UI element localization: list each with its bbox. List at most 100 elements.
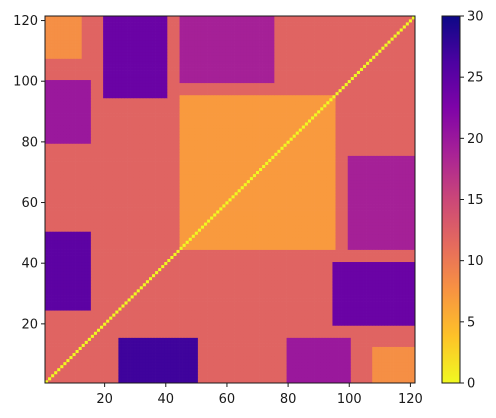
heatmap-cell: [139, 282, 144, 287]
heatmap-cell: [225, 307, 229, 311]
heatmap-cell: [179, 298, 183, 302]
heatmap-cell: [87, 379, 92, 384]
heatmap-cell: [45, 328, 49, 332]
heatmap-cell: [167, 307, 171, 311]
heatmap-cell: [387, 298, 391, 302]
heatmap-cell: [185, 367, 190, 372]
heatmap-cell: [142, 334, 147, 338]
heatmap-cell: [100, 358, 104, 363]
heatmap-cell: [262, 340, 266, 344]
heatmap-cell: [124, 264, 128, 269]
heatmap-cell: [63, 331, 67, 335]
heatmap-cell: [213, 328, 217, 332]
heatmap-cell: [81, 279, 86, 284]
heatmap-cell: [320, 273, 324, 278]
heatmap-cell: [268, 346, 272, 350]
heatmap-cell: [185, 258, 190, 263]
heatmap-cell: [164, 364, 168, 369]
heatmap-cell: [390, 373, 394, 378]
heatmap-cell: [66, 334, 70, 338]
heatmap-cell: [249, 379, 254, 384]
heatmap-cell: [246, 373, 251, 378]
heatmap-cell: [48, 349, 52, 354]
heatmap-cell: [170, 322, 174, 326]
heatmap-cell: [399, 313, 404, 317]
heatmap-cell: [405, 346, 410, 350]
heatmap-cell: [210, 313, 214, 317]
heatmap-cell: [304, 301, 309, 305]
heatmap-cell: [197, 331, 202, 335]
heatmap-cell: [252, 282, 257, 287]
heatmap-cell: [81, 292, 86, 296]
heatmap-cell: [387, 264, 391, 269]
heatmap-cell: [378, 373, 382, 378]
heatmap-cell: [335, 355, 339, 360]
heatmap-cell: [268, 273, 272, 278]
heatmap-cell: [81, 310, 86, 314]
heatmap-cell: [51, 273, 55, 278]
heatmap-cell: [314, 273, 318, 278]
heatmap-cell: [124, 322, 128, 326]
heatmap-cell: [402, 337, 407, 341]
heatmap-cell: [356, 367, 361, 372]
heatmap-cell: [387, 276, 391, 281]
heatmap-cell: [307, 361, 312, 366]
heatmap-cell: [405, 328, 410, 332]
heatmap-cell: [338, 313, 342, 317]
heatmap-cell: [87, 292, 92, 296]
heatmap-cell: [292, 337, 297, 341]
heatmap-cell: [142, 288, 147, 293]
heatmap-cell: [231, 370, 235, 375]
heatmap-cell: [411, 316, 416, 320]
heatmap-cell: [112, 352, 116, 357]
heatmap-cell: [317, 295, 321, 299]
heatmap-cell: [356, 325, 361, 329]
heatmap-cell: [145, 355, 150, 360]
heatmap-cell: [393, 337, 398, 341]
heatmap-cell: [194, 267, 199, 272]
heatmap-cell: [384, 264, 388, 269]
heatmap-cell: [393, 316, 398, 320]
heatmap-cell: [384, 313, 388, 317]
heatmap-cell: [311, 267, 315, 272]
heatmap-cell: [210, 267, 214, 272]
heatmap-cell: [396, 310, 401, 314]
heatmap-cell: [277, 322, 281, 326]
heatmap-cell: [304, 298, 309, 302]
heatmap-cell: [335, 258, 339, 263]
heatmap-cell: [332, 270, 336, 275]
heatmap-cell: [136, 264, 141, 269]
heatmap-cell: [323, 310, 327, 314]
heatmap-cell: [225, 276, 229, 281]
heatmap-cell: [408, 307, 413, 311]
heatmap-cell: [222, 355, 226, 360]
heatmap-cell: [115, 367, 119, 372]
heatmap-cell: [237, 376, 242, 381]
heatmap-cell: [72, 273, 76, 278]
heatmap-cell: [243, 352, 248, 357]
heatmap-cell: [207, 273, 211, 278]
heatmap-cell: [390, 358, 394, 363]
heatmap-cell: [139, 316, 144, 320]
heatmap-cell: [402, 298, 407, 302]
heatmap-cell: [216, 313, 220, 317]
heatmap-cell: [231, 285, 235, 290]
heatmap-cell: [274, 295, 278, 299]
heatmap-cell: [387, 340, 391, 344]
heatmap-cell: [109, 349, 113, 354]
heatmap-cell: [191, 301, 196, 305]
heatmap-cell: [84, 343, 89, 347]
heatmap-cell: [130, 292, 135, 296]
heatmap-cell: [48, 379, 52, 384]
heatmap-cell: [57, 343, 61, 347]
heatmap-cell: [75, 319, 79, 323]
heatmap-cell: [148, 346, 153, 350]
heatmap-cell: [213, 267, 217, 272]
heatmap-cell: [72, 292, 76, 296]
heatmap-cell: [185, 355, 190, 360]
heatmap-cell: [243, 273, 248, 278]
heatmap-cell: [57, 258, 61, 263]
heatmap-cell: [243, 310, 248, 314]
heatmap-cell: [142, 264, 147, 269]
heatmap-cell: [133, 261, 138, 266]
